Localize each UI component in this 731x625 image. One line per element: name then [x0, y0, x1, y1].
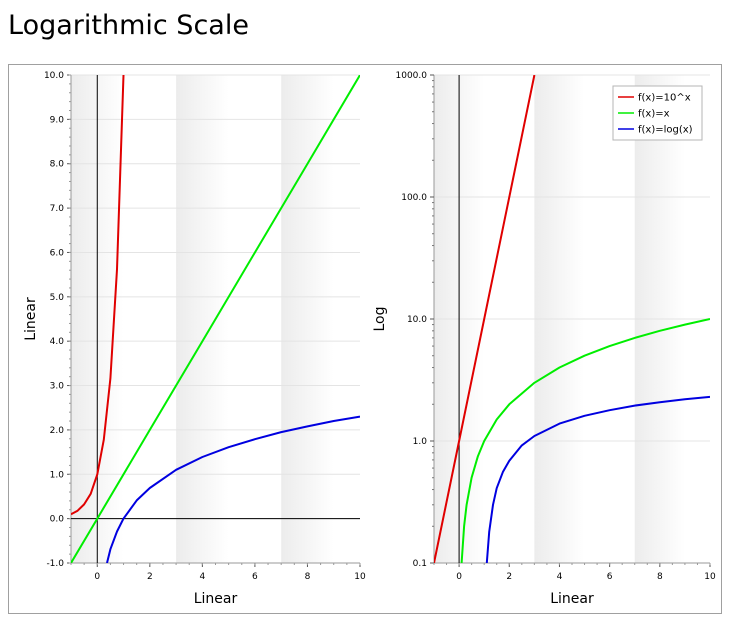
y-tick-label: 4.0 [50, 337, 65, 347]
y-tick-label: 100.0 [401, 193, 427, 203]
y-axis-title: Log [372, 306, 388, 331]
y-tick-label: 10.0 [44, 71, 64, 81]
y-tick-label: 1000.0 [396, 71, 428, 81]
x-tick-label: 0 [456, 572, 462, 582]
plot-band [281, 75, 334, 563]
series-group [434, 75, 710, 563]
x-tick-label: 0 [94, 572, 100, 582]
series-line-f-x-x [71, 75, 360, 563]
y-tick-label: 1.0 [50, 470, 65, 480]
y-tick-label: 0.0 [50, 515, 65, 525]
series-line-f-x-10-x [434, 75, 536, 563]
y-tick-label: 10.0 [407, 315, 427, 325]
y-tick-label: 1.0 [413, 437, 428, 447]
y-tick-label: -1.0 [46, 559, 64, 569]
y-tick-label: 5.0 [50, 293, 65, 303]
y-axis-title: Linear [23, 297, 39, 341]
x-axis-title: Linear [194, 591, 238, 607]
series-group [71, 75, 360, 563]
y-tick-label: 8.0 [50, 160, 65, 170]
chart-log: 0.1 1.0 10.0 100.0 1000.0 0 2 4 6 8 10 Linear Log f(x… [372, 71, 716, 607]
y-tick-label: 7.0 [50, 204, 65, 214]
series-line-f-x-10-x [71, 75, 125, 516]
x-tick-label: 2 [147, 572, 153, 582]
x-tick-label: 6 [607, 572, 613, 582]
series-line-f-x-log-x- [485, 395, 710, 563]
x-tick-label: 2 [506, 572, 512, 582]
series-line-f-x-log-x- [106, 415, 360, 563]
x-tick-label: 4 [557, 572, 563, 582]
x-tick-label: 10 [354, 572, 366, 582]
plot-band [176, 75, 229, 563]
y-tick-label: 3.0 [50, 382, 65, 392]
y-tick-label: 9.0 [50, 115, 65, 125]
legend-label: f(x)=10^x [638, 93, 691, 104]
x-tick-label: 8 [305, 572, 311, 582]
x-tick-label: 8 [657, 572, 663, 582]
x-tick-label: 6 [252, 572, 258, 582]
x-tick-label: 10 [704, 572, 716, 582]
y-tick-label: 2.0 [50, 426, 65, 436]
x-axis-title: Linear [550, 591, 594, 607]
chart-frame [8, 64, 722, 614]
chart-linear: -1.0 0.0 1.0 2.0 3.0 4.0 5.0 6.0 7.0 8.0 9.0 10.0 0 2… [23, 71, 366, 607]
x-tick-label: 4 [199, 572, 205, 582]
series-line-f-x-x [460, 318, 710, 563]
legend-label: f(x)=log(x) [638, 125, 693, 136]
y-tick-label: 6.0 [50, 248, 65, 258]
page-title: Logarithmic Scale [8, 10, 249, 41]
y-tick-label: 0.1 [413, 559, 427, 569]
legend-label: f(x)=x [638, 109, 670, 120]
